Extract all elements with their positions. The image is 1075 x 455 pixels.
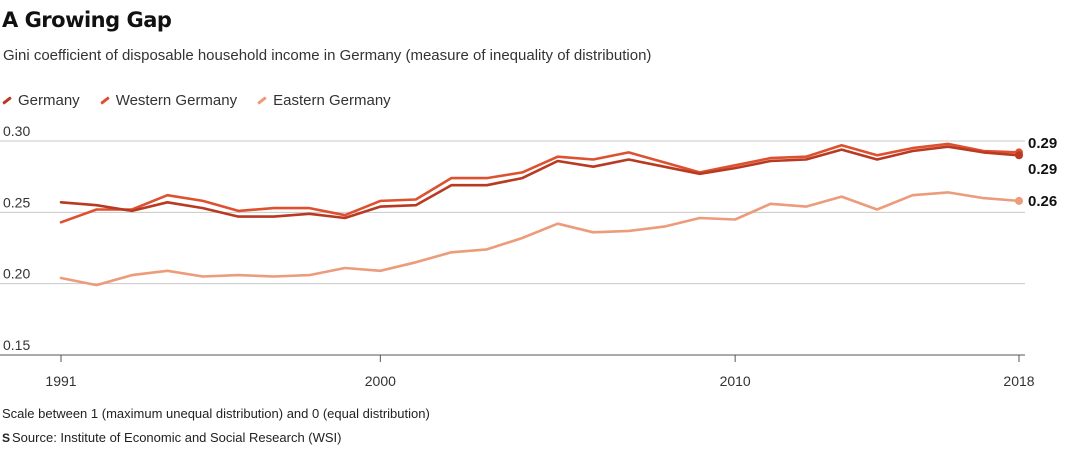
end-label-eastern-germany: 0.26 bbox=[1028, 193, 1057, 210]
chart-title: A Growing Gap bbox=[2, 8, 172, 32]
legend-label-germany: Germany bbox=[18, 92, 80, 109]
x-tick-label: 2010 bbox=[720, 373, 751, 389]
legend-item-western-germany: Western Germany bbox=[99, 92, 238, 109]
legend-label-eastern-germany: Eastern Germany bbox=[273, 92, 391, 109]
y-tick-label: 0.15 bbox=[3, 337, 30, 353]
x-tick-label: 2000 bbox=[365, 373, 396, 389]
y-tick-label: 0.25 bbox=[3, 194, 30, 210]
y-tick-label: 0.30 bbox=[3, 123, 30, 139]
end-point-eastern-germany bbox=[1015, 196, 1023, 205]
source-logo-icon: S bbox=[2, 430, 10, 445]
x-tick-label: 2018 bbox=[1003, 373, 1034, 389]
x-tick-label: 1991 bbox=[45, 373, 76, 389]
scale-note: Scale between 1 (maximum unequal distrib… bbox=[2, 406, 430, 421]
end-label-germany: 0.29 bbox=[1028, 161, 1057, 178]
end-point-germany bbox=[1015, 151, 1023, 160]
chart-subtitle: Gini coefficient of disposable household… bbox=[3, 47, 652, 64]
legend-label-western-germany: Western Germany bbox=[115, 92, 238, 109]
y-tick-label: 0.20 bbox=[3, 266, 30, 282]
end-label-western-germany: 0.29 bbox=[1028, 135, 1057, 152]
source-line: S Source: Institute of Economic and Soci… bbox=[2, 430, 342, 445]
legend-item-eastern-germany: Eastern Germany bbox=[257, 92, 391, 109]
source-text: Source: Institute of Economic and Social… bbox=[12, 430, 342, 445]
legend-item-germany: Germany bbox=[2, 92, 80, 109]
series-line-eastern-germany bbox=[59, 191, 1021, 287]
line-chart: 0.30 0.25 0.20 0.15 1991 2000 2010 2018 0.29 0.29… bbox=[0, 123, 1057, 389]
chart-legend: Germany Western Germany Eastern Germany bbox=[2, 92, 411, 109]
series-line-germany bbox=[59, 145, 1021, 220]
series-line-western-germany bbox=[59, 142, 1021, 224]
